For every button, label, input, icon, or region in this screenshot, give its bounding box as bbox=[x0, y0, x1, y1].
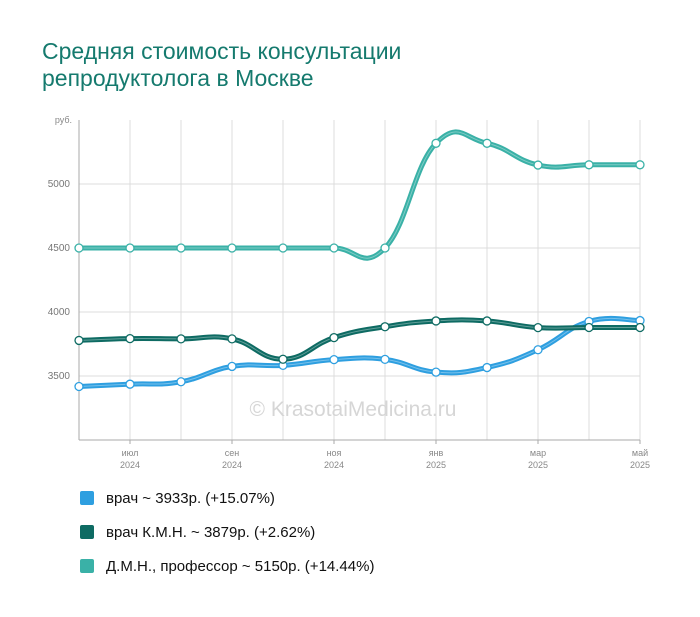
data-point[interactable] bbox=[125, 243, 135, 253]
data-point[interactable] bbox=[74, 243, 84, 253]
x-tick-year: 2024 bbox=[324, 460, 344, 470]
data-point[interactable] bbox=[278, 243, 288, 253]
legend-item-vrach[interactable]: врач ~ 3933р. (+15.07%) bbox=[80, 488, 275, 510]
y-unit-label: руб. bbox=[55, 115, 72, 125]
legend-swatch bbox=[80, 491, 94, 506]
legend-item-vrach-kmn[interactable]: врач К.М.Н. ~ 3879р. (+2.62%) bbox=[80, 522, 315, 544]
data-point[interactable] bbox=[125, 379, 135, 389]
series-line-0 bbox=[76, 315, 643, 389]
data-point[interactable] bbox=[431, 367, 441, 377]
data-point[interactable] bbox=[278, 354, 288, 364]
y-tick-label: 5000 bbox=[48, 179, 71, 190]
data-point[interactable] bbox=[227, 334, 237, 344]
data-point[interactable] bbox=[431, 316, 441, 326]
series-line-highlight-2 bbox=[79, 131, 641, 259]
x-tick-month: янв bbox=[429, 448, 444, 458]
data-point[interactable] bbox=[431, 138, 441, 148]
data-point[interactable] bbox=[329, 243, 339, 253]
y-tick-label: 4500 bbox=[48, 243, 71, 254]
data-point[interactable] bbox=[533, 160, 543, 170]
legend-swatch bbox=[80, 559, 94, 574]
series-line-highlight-1 bbox=[78, 319, 641, 360]
legend-item-dmn-professor[interactable]: Д.М.Н., профессор ~ 5150р. (+14.44%) bbox=[80, 556, 374, 578]
data-point[interactable] bbox=[482, 316, 492, 326]
data-point[interactable] bbox=[584, 322, 594, 333]
legend-label: Д.М.Н., профессор ~ 5150р. (+14.44%) bbox=[106, 558, 375, 576]
series-line-highlight-0 bbox=[78, 317, 641, 387]
data-point[interactable] bbox=[533, 322, 543, 333]
data-point[interactable] bbox=[584, 160, 594, 170]
data-point[interactable] bbox=[635, 160, 645, 170]
chart-title: Средняя стоимость консультации репродукт… bbox=[42, 38, 662, 92]
series-line-1 bbox=[76, 317, 643, 362]
x-tick-year: 2025 bbox=[630, 460, 650, 470]
x-tick-year: 2025 bbox=[426, 460, 446, 470]
data-points bbox=[74, 138, 645, 392]
data-point[interactable] bbox=[74, 335, 84, 346]
series-line-2 bbox=[76, 129, 643, 261]
data-point[interactable] bbox=[482, 362, 492, 373]
data-point[interactable] bbox=[176, 377, 186, 387]
data-point[interactable] bbox=[482, 138, 492, 148]
data-point[interactable] bbox=[125, 333, 135, 344]
data-point[interactable] bbox=[227, 243, 237, 253]
x-tick-month: ноя bbox=[327, 448, 342, 458]
legend-label: врач ~ 3933р. (+15.07%) bbox=[106, 490, 275, 508]
x-tick-year: 2024 bbox=[222, 460, 242, 470]
x-tick-month: май bbox=[632, 448, 648, 458]
data-point[interactable] bbox=[329, 354, 339, 365]
y-tick-label: 4000 bbox=[48, 307, 71, 318]
data-point[interactable] bbox=[533, 345, 543, 355]
y-tick-label: 3500 bbox=[48, 371, 71, 382]
chart-title-line-1: Средняя стоимость консультации bbox=[42, 38, 402, 64]
data-point[interactable] bbox=[227, 361, 237, 372]
chart-title-line-2: репродуктолога в Москве bbox=[42, 65, 314, 91]
data-point[interactable] bbox=[329, 332, 339, 343]
data-point[interactable] bbox=[176, 334, 186, 344]
x-tick-month: мар bbox=[530, 448, 546, 458]
data-point[interactable] bbox=[380, 322, 390, 332]
data-point[interactable] bbox=[74, 381, 84, 392]
legend-swatch bbox=[80, 525, 94, 540]
data-point[interactable] bbox=[176, 243, 186, 253]
series bbox=[76, 129, 643, 389]
watermark: © KrasotaiMedicina.ru bbox=[250, 398, 457, 421]
x-tick-year: 2024 bbox=[120, 460, 140, 470]
data-point[interactable] bbox=[380, 354, 390, 365]
x-tick-year: 2025 bbox=[528, 460, 548, 470]
legend-label: врач К.М.Н. ~ 3879р. (+2.62%) bbox=[106, 524, 316, 542]
x-tick-month: сен bbox=[225, 448, 240, 458]
data-point[interactable] bbox=[635, 322, 645, 333]
data-point[interactable] bbox=[380, 243, 390, 253]
x-tick-month: июл bbox=[122, 448, 139, 458]
